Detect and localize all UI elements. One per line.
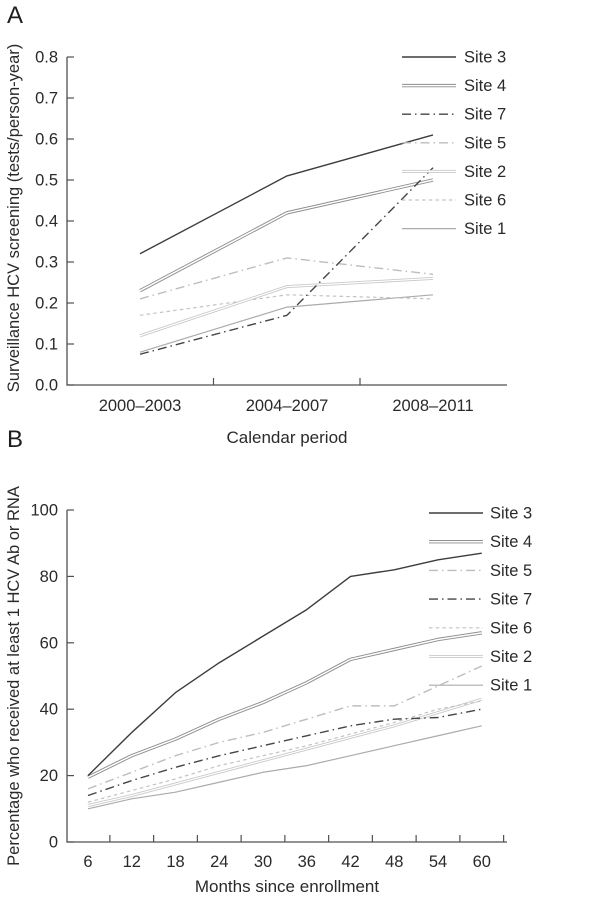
legend-item: Site 5 (402, 134, 506, 152)
x-tick-label: 2004–2007 (246, 397, 329, 415)
x-axis-title: Months since enrollment (195, 877, 380, 896)
y-tick-label: 100 (30, 502, 58, 520)
y-tick-label: 60 (40, 634, 58, 652)
series-line-site-1 (87, 725, 482, 810)
x-tick-label: 36 (298, 853, 316, 871)
axes-frame (66, 57, 507, 386)
x-tick-label: 18 (166, 853, 184, 871)
legend-label: Site 7 (490, 591, 532, 609)
legend-item: Site 3 (429, 505, 532, 523)
series-line-site-3 (87, 552, 482, 777)
legend-item: Site 4 (402, 77, 506, 95)
legend-label: Site 6 (490, 619, 532, 637)
series-line-site-6 (87, 700, 482, 803)
legend-label: Site 7 (464, 106, 506, 124)
panel-b-label: B (7, 426, 24, 453)
y-tick-label: 0.4 (35, 213, 58, 231)
y-tick-label: 0.0 (35, 377, 58, 395)
x-axis-title: Calendar period (227, 428, 348, 447)
x-tick-label: 54 (429, 853, 447, 871)
series-line-site-2-core (139, 277, 434, 337)
series-line-site-5 (139, 257, 434, 300)
legend-item: Site 1 (402, 220, 506, 238)
legend-label: Site 3 (464, 49, 506, 67)
legend-item: Site 6 (402, 192, 506, 210)
x-tick-label: 12 (123, 853, 141, 871)
x-tick-label: 24 (210, 853, 228, 871)
legend-item: Site 6 (429, 619, 532, 637)
legend-item: Site 1 (429, 677, 532, 695)
legend-label: Site 2 (490, 648, 532, 666)
series-line-site-7 (87, 708, 482, 797)
legend-item: Site 5 (429, 562, 532, 580)
series-line-site-1 (139, 294, 434, 353)
legend-label: Site 2 (464, 163, 506, 181)
series-line-site-2 (87, 697, 483, 807)
y-tick-label: 0.3 (35, 254, 58, 272)
y-tick-label: 0 (49, 834, 58, 852)
legend-label: Site 5 (464, 134, 506, 152)
legend-item: Site 3 (402, 49, 506, 67)
x-tick-label: 48 (385, 853, 403, 871)
legend-label: Site 1 (490, 677, 532, 695)
legend-item: Site 2 (402, 163, 506, 181)
plot-area: 0.0 0.1 0.2 0.3 0.4 0.5 0.6 0.7 0.8 2000–2003 2004… (5, 44, 507, 447)
legend-item: Site 7 (429, 591, 532, 609)
y-axis-title: Percentage who received at least 1 HCV A… (5, 486, 23, 866)
panel-a-chart: 0.0 0.1 0.2 0.3 0.4 0.5 0.6 0.7 0.8 2000–2003 2004… (5, 44, 507, 447)
panel-b-chart: 0 20 40 60 80 100 6 12 18 24 30 36 42 48 54 60 Months si… (5, 486, 532, 896)
series-line-site-5 (87, 665, 483, 790)
legend-label: Site 1 (464, 220, 506, 238)
y-tick-label: 0.5 (35, 172, 58, 190)
series-line-site-4-core (139, 179, 434, 292)
y-tick-label: 20 (40, 767, 58, 785)
x-tick-label: 30 (254, 853, 272, 871)
y-tick-label: 40 (40, 701, 58, 719)
y-tick-label: 80 (40, 568, 58, 586)
legend-label: Site 6 (464, 192, 506, 210)
y-tick-label: 0.1 (35, 336, 58, 354)
legend-item: Site 4 (429, 533, 532, 551)
legend-label: Site 3 (490, 505, 532, 523)
series-line-site-2-core (87, 698, 482, 807)
y-tick-label: 0.7 (35, 90, 58, 108)
legend-label: Site 4 (490, 533, 532, 551)
series-line-site-4-core (87, 632, 482, 778)
series-line-site-4 (139, 178, 434, 293)
legend-label: Site 5 (490, 562, 532, 580)
x-tick-label: 2008–2011 (392, 397, 473, 415)
series-line-site-6 (139, 294, 434, 316)
x-tick-label: 6 (83, 853, 92, 871)
y-tick-label: 0.8 (35, 49, 58, 67)
legend-item: Site 2 (429, 648, 532, 666)
panel-a-label: A (7, 2, 24, 29)
legend-label: Site 4 (464, 77, 506, 95)
series-line-site-7 (139, 167, 434, 355)
x-tick-label: 42 (341, 853, 359, 871)
y-axis-title: Surveillance HCV screening (tests/person… (5, 44, 23, 392)
series-line-site-3 (139, 134, 434, 255)
legend-item: Site 7 (402, 106, 506, 124)
y-tick-label: 0.2 (35, 295, 58, 313)
x-tick-label: 2000–2003 (99, 397, 182, 415)
x-tick-label: 60 (473, 853, 491, 871)
plot-area: 0 20 40 60 80 100 6 12 18 24 30 36 42 48 54 60 Months si… (5, 486, 532, 896)
y-tick-label: 0.6 (35, 131, 58, 149)
